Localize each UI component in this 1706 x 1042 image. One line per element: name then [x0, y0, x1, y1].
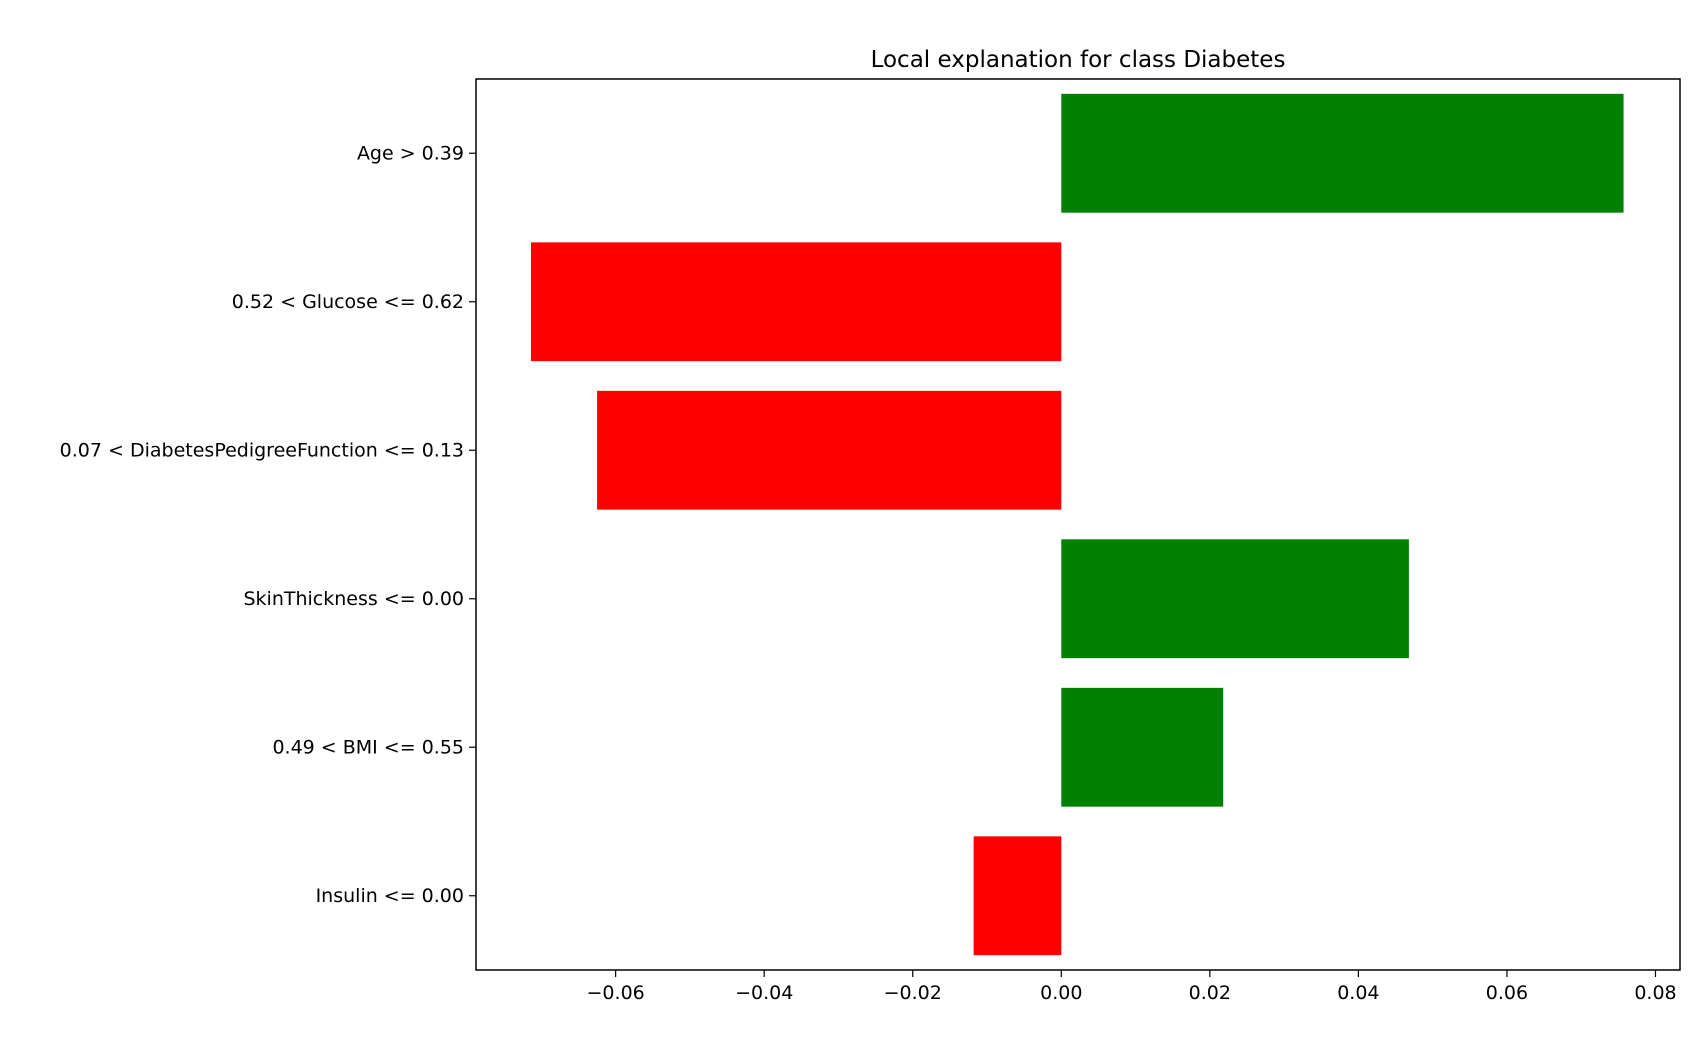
y-axis: Age > 0.39 0.52 < Glucose <= 0.62 0.07 < D… [60, 142, 476, 907]
bar-0 [1061, 93, 1624, 213]
y-tick-label: Insulin <= 0.00 [316, 885, 464, 907]
bars-group [530, 93, 1624, 956]
x-tick-label: 0.08 [1634, 982, 1676, 1004]
bar-2 [597, 390, 1062, 510]
y-tick-label: SkinThickness <= 0.00 [243, 588, 464, 610]
bar-1 [530, 242, 1062, 362]
y-tick-label: 0.49 < BMI <= 0.55 [272, 736, 464, 758]
y-tick-label: 0.52 < Glucose <= 0.62 [232, 291, 464, 313]
bar-4 [1061, 687, 1224, 807]
bar-5 [973, 836, 1062, 956]
x-tick-label: −0.02 [884, 982, 942, 1004]
x-tick-label: 0.04 [1337, 982, 1379, 1004]
x-tick-label: 0.06 [1486, 982, 1528, 1004]
x-axis: −0.06 −0.04 −0.02 0.00 0.02 0.04 0.06 0.08 [587, 970, 1677, 1004]
y-tick-label: Age > 0.39 [357, 142, 464, 164]
x-tick-label: −0.04 [735, 982, 793, 1004]
y-tick-label: 0.07 < DiabetesPedigreeFunction <= 0.13 [60, 439, 464, 461]
bar-3 [1061, 539, 1409, 659]
chart-title: Local explanation for class Diabetes [871, 47, 1286, 73]
plot-frame [475, 78, 1681, 971]
x-tick-label: −0.06 [587, 982, 645, 1004]
x-tick-label: 0.02 [1189, 982, 1231, 1004]
x-tick-label: 0.00 [1040, 982, 1082, 1004]
